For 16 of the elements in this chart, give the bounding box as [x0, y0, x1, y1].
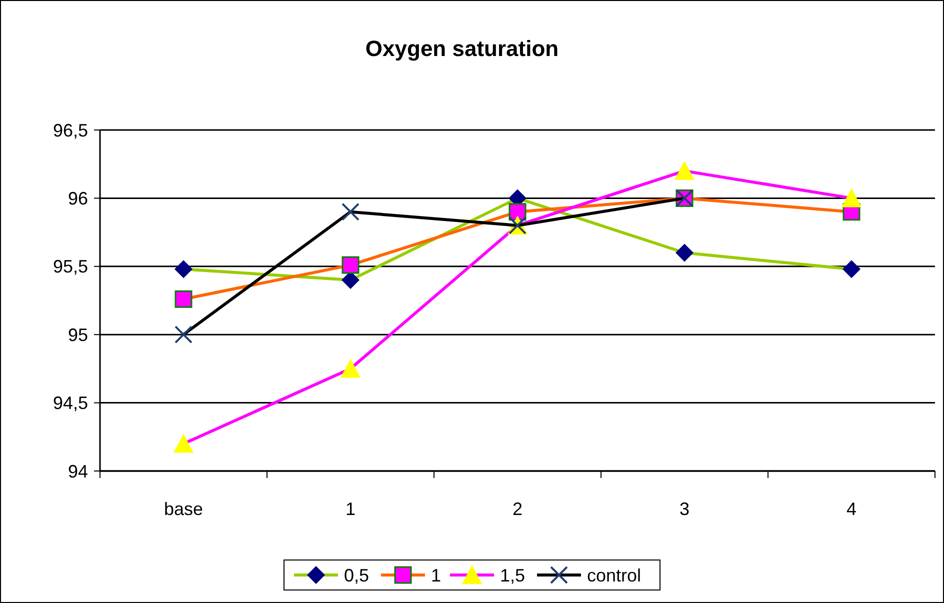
chart-title: Oxygen saturation: [365, 36, 559, 61]
y-tick-label: 96: [68, 188, 88, 208]
y-tick-label: 94: [68, 461, 88, 482]
y-tick-label: 94,5: [52, 393, 88, 414]
legend-label: control: [587, 565, 642, 586]
y-tick-label: 95: [68, 324, 88, 345]
legend-label: 1: [431, 565, 442, 586]
x-tick-label: 3: [679, 499, 690, 519]
x-tick-label: base: [164, 499, 204, 519]
y-tick-label: 96,5: [52, 120, 88, 140]
x-tick-label: 1: [345, 499, 356, 519]
legend-label: 1,5: [500, 565, 526, 586]
legend-label: 0,5: [344, 565, 370, 586]
x-tick-label: 4: [846, 499, 857, 519]
y-tick-label: 95,5: [52, 256, 88, 277]
x-tick-label: 2: [512, 499, 523, 519]
